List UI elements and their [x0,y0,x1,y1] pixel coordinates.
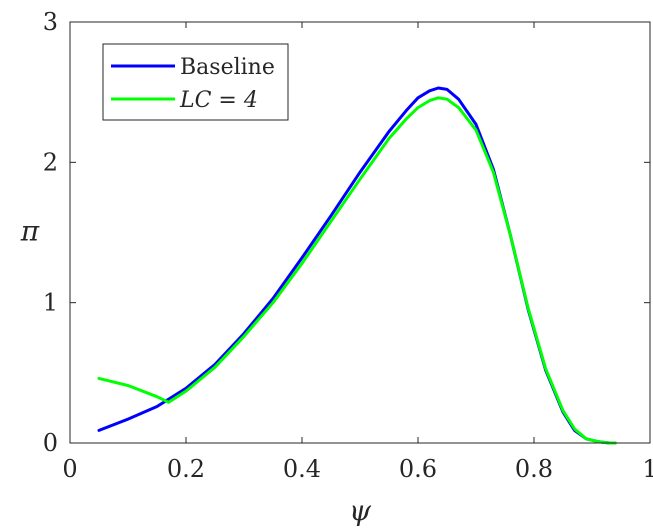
axis-ticks-group [69,21,651,444]
legend-label-lc4: LC = 4 [179,88,258,113]
x-tick-label: 0.8 [515,455,553,483]
plot-area-frame [69,21,651,444]
y-tick-label: 1 [43,289,58,317]
tick-labels-group: 0 0.2 0.4 0.6 0.8 1 0 1 2 3 [43,8,653,483]
y-tick-label: 2 [43,148,58,176]
legend-box [102,43,289,121]
x-tick-label: 0.4 [283,455,321,483]
series-line-lc4 [97,96,617,445]
x-tick-label: 0 [62,455,77,483]
x-tick-label: 0.6 [399,455,437,483]
y-axis-label: π [20,215,40,248]
legend-label-baseline: Baseline [180,55,275,80]
plot-series-group [97,86,617,445]
y-tick-label: 0 [43,429,58,457]
x-tick-label: 0.2 [167,455,205,483]
y-tick-label: 3 [43,8,58,36]
x-axis-label: ψ [349,494,372,527]
x-tick-label: 1 [642,455,653,483]
legend: Baseline LC = 4 [102,43,289,121]
